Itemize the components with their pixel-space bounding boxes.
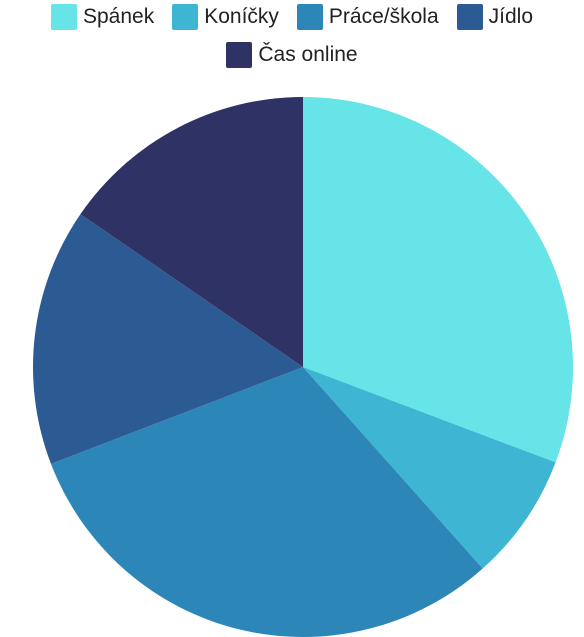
pie-plot-area (0, 0, 584, 637)
pie-chart: Spánek Koníčky Práce/škola Jídlo Čas onl… (0, 0, 584, 637)
